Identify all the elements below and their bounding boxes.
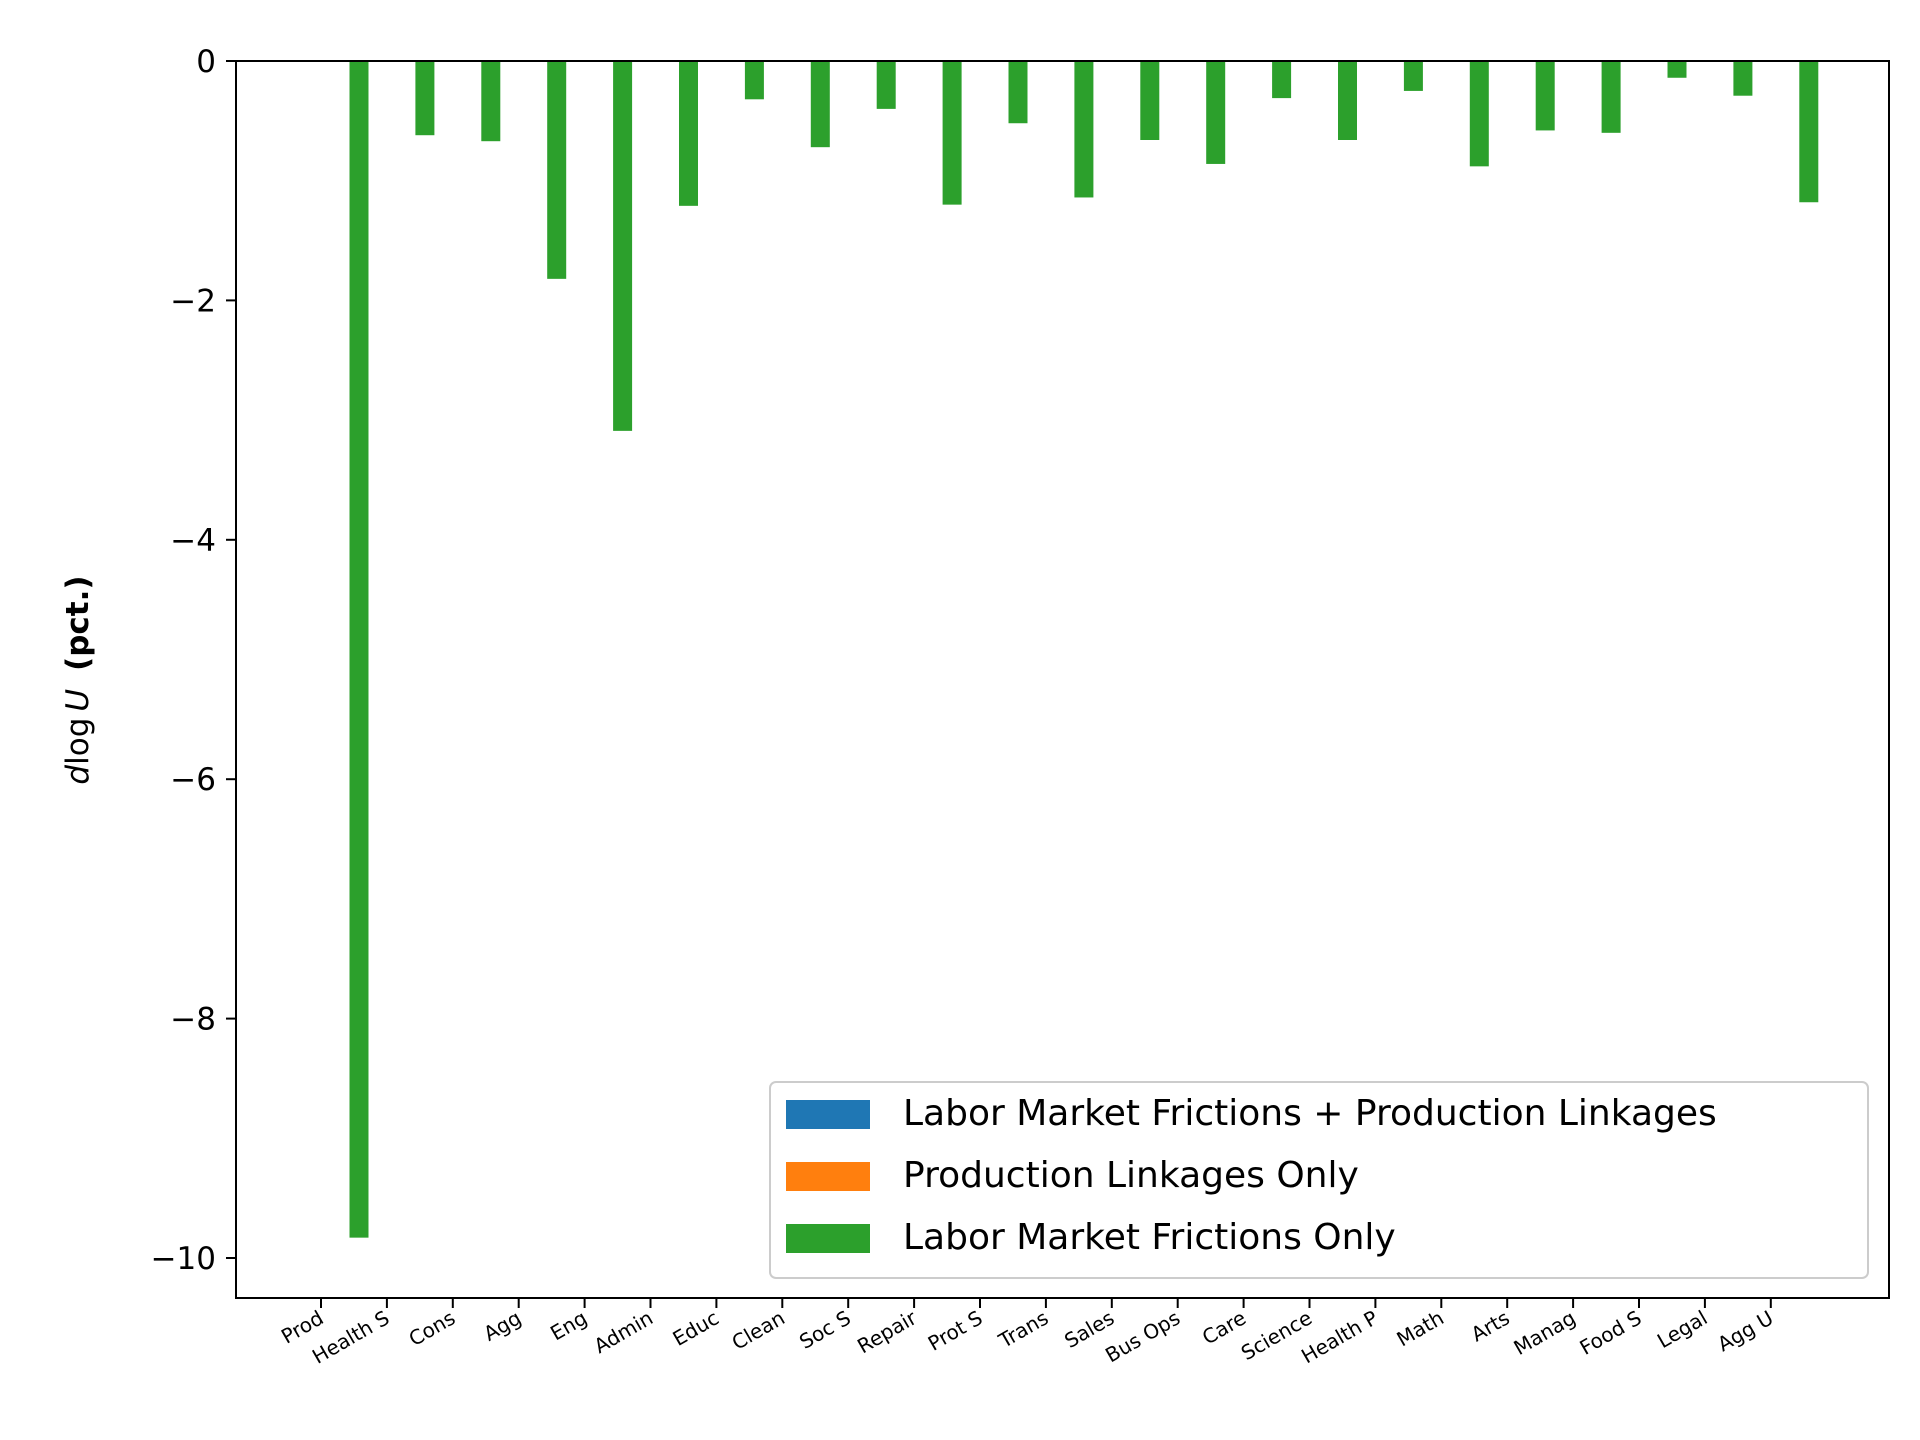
x-tick-label: Eng <box>546 1306 591 1346</box>
x-tick-label: Health P <box>1297 1306 1382 1369</box>
bar-3-health-s <box>415 61 435 136</box>
x-tick-label: Agg U <box>1713 1306 1777 1357</box>
y-tick-label: −2 <box>170 283 216 319</box>
legend-swatch-1 <box>786 1100 870 1129</box>
legend-swatch-2 <box>786 1162 870 1191</box>
y-tick-label: 0 <box>196 44 216 80</box>
bar-3-sales <box>1140 61 1160 140</box>
y-axis-ticks: 0 −2 −4 −6 −8 −10 <box>151 44 236 1277</box>
legend: Labor Market Frictions + Production Link… <box>769 1081 1869 1279</box>
bar-3-manag <box>1601 61 1621 133</box>
legend-label-2: Production Linkages Only <box>903 1155 1359 1196</box>
bar-3-cons <box>481 61 501 142</box>
bar-3-eng <box>613 61 633 431</box>
x-tick-label: Manag <box>1509 1306 1579 1360</box>
x-tick-label: Food S <box>1575 1306 1645 1360</box>
bar-3-soc-s <box>876 61 896 109</box>
plot-frame <box>235 60 1890 1299</box>
bar-3-science <box>1338 61 1357 140</box>
legend-label-1: Labor Market Frictions + Production Link… <box>903 1093 1717 1134</box>
bar-3-prod <box>349 61 369 1238</box>
bar-3-bus-ops <box>1206 61 1226 164</box>
y-axis-label-u: U <box>60 689 96 712</box>
x-tick-label: Math <box>1392 1306 1447 1352</box>
bar-3-agg-u <box>1799 61 1819 203</box>
y-axis-label-d: d <box>60 765 96 785</box>
legend-label-3: Labor Market Frictions Only <box>903 1217 1396 1258</box>
x-tick-label: Legal <box>1653 1306 1711 1354</box>
bar-3-care <box>1272 61 1292 99</box>
y-axis-label: dlog U (pct.) <box>60 575 96 784</box>
bar-3-repair <box>942 61 962 205</box>
legend-frame <box>769 1081 1869 1279</box>
x-tick-label: Admin <box>590 1306 657 1359</box>
x-tick-label: Arts <box>1467 1306 1514 1347</box>
y-tick-label: −4 <box>170 523 216 559</box>
bar-3-trans <box>1074 61 1094 198</box>
x-tick-label: Agg <box>479 1306 525 1346</box>
bar-3-health-p <box>1403 61 1423 91</box>
bar-3-clean <box>810 61 830 148</box>
x-tick-label: Soc S <box>795 1306 855 1354</box>
y-tick-label: −6 <box>170 762 216 798</box>
x-tick-label: Educ <box>668 1306 722 1351</box>
legend-swatch-3 <box>786 1224 870 1253</box>
x-tick-label: Prot S <box>924 1306 987 1356</box>
bar-3-legal <box>1733 61 1753 96</box>
y-axis-label-unit: (pct.) <box>60 575 96 671</box>
bar-3-food-s <box>1667 61 1687 78</box>
bar-3-educ <box>744 61 764 100</box>
x-tick-label: Cons <box>405 1306 460 1351</box>
x-tick-label: Bus Ops <box>1101 1306 1184 1368</box>
x-tick-label: Trans <box>994 1306 1053 1354</box>
y-tick-label: −8 <box>170 1002 216 1038</box>
bar-3-agg <box>547 61 567 279</box>
bar-3-math <box>1469 61 1489 167</box>
y-axis-label-log: log <box>60 718 96 765</box>
x-tick-label: Clean <box>728 1306 789 1355</box>
bar-3-admin <box>679 61 698 206</box>
bars-group <box>349 61 1819 1238</box>
bar-3-prot-s <box>1008 61 1028 124</box>
bar-3-arts <box>1535 61 1555 131</box>
y-tick-label: −10 <box>151 1241 216 1277</box>
x-tick-label: Repair <box>853 1305 921 1358</box>
